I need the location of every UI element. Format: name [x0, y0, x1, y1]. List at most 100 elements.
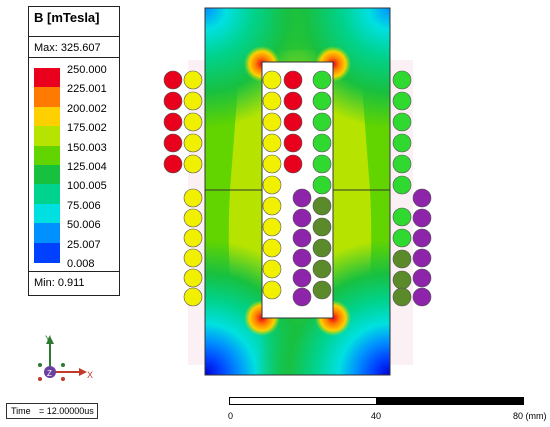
conductor-circle — [412, 208, 432, 228]
conductor-circle — [163, 112, 183, 132]
legend-level: 150.003 — [67, 141, 107, 154]
legend-level: 200.002 — [67, 102, 107, 115]
conductor-circle — [312, 112, 332, 132]
conductor-circle — [283, 70, 303, 90]
z-axis-label: Z — [47, 369, 52, 378]
conductor-array — [163, 70, 432, 307]
conductor-circle — [183, 287, 203, 307]
conductor-circle — [262, 259, 282, 279]
legend-swatch — [34, 126, 60, 147]
legend-swatch — [34, 87, 60, 108]
conductor-circle — [412, 268, 432, 288]
conductor-circle — [292, 228, 312, 248]
legend-level: 250.000 — [67, 64, 107, 76]
legend-level: 125.004 — [67, 161, 107, 173]
scale-label-0: 0 — [228, 411, 234, 421]
conductor-circle — [412, 228, 432, 248]
conductor-circle — [262, 91, 282, 111]
conductor-circle — [312, 259, 332, 279]
conductor-circle — [392, 287, 412, 307]
legend-swatch — [34, 106, 60, 127]
legend-swatch — [34, 203, 60, 224]
conductor-circle — [392, 207, 412, 227]
conductor-circle — [392, 249, 412, 269]
conductor-circle — [163, 154, 183, 174]
conductor-circle — [262, 196, 282, 216]
conductor-circle — [183, 228, 203, 248]
time-display: Time = 12.00000us — [6, 403, 98, 419]
conductor-circle — [312, 70, 332, 90]
scale-label-80: 80 (mm) — [513, 411, 547, 421]
conductor-circle — [183, 154, 203, 174]
legend-level: 100.005 — [67, 180, 107, 193]
scale-label-40: 40 — [371, 411, 382, 421]
legend-max: Max: 325.607 — [34, 42, 101, 54]
x-axis-label: X — [87, 370, 93, 380]
y-axis-label: Y — [45, 334, 51, 344]
conductor-circle — [412, 287, 432, 307]
legend-swatch — [34, 68, 60, 88]
conductor-circle — [183, 112, 203, 132]
conductor-circle — [183, 248, 203, 268]
conductor-circle — [262, 112, 282, 132]
time-label: Time — [11, 406, 31, 416]
conductor-circle — [312, 196, 332, 216]
legend-divider — [29, 36, 119, 37]
legend-swatch — [34, 184, 60, 205]
conductor-circle — [183, 91, 203, 111]
conductor-circle — [292, 188, 312, 208]
conductor-circle — [292, 208, 312, 228]
conductor-circle — [412, 188, 432, 208]
conductor-circle — [392, 154, 412, 174]
conductor-circle — [312, 91, 332, 111]
conductor-circle — [312, 175, 332, 195]
triad-dot-icon — [38, 363, 42, 367]
legend-level: 50.006 — [67, 219, 101, 232]
conductor-circle — [292, 248, 312, 268]
conductor-circle — [262, 70, 282, 90]
conductor-circle — [412, 248, 432, 268]
legend-level: 25.007 — [67, 238, 101, 251]
conductor-circle — [292, 268, 312, 288]
scale-segment-white — [229, 397, 377, 405]
x-arrowhead-icon — [79, 368, 87, 376]
conductor-circle — [183, 188, 203, 208]
legend-level: 0.008 — [67, 258, 95, 270]
conductor-circle — [183, 208, 203, 228]
legend-divider — [29, 57, 119, 58]
conductor-circle — [312, 133, 332, 153]
conductor-circle — [262, 133, 282, 153]
legend-swatch — [34, 242, 60, 263]
conductor-circle — [262, 154, 282, 174]
color-legend: B [mTesla] Max: 325.607 250.000 225.001 20… — [28, 6, 120, 296]
core-outline — [204, 7, 391, 376]
conductor-circle — [163, 91, 183, 111]
conductor-circle — [292, 287, 312, 307]
conductor-circle — [262, 217, 282, 237]
conductor-circle — [392, 112, 412, 132]
conductor-circle — [392, 270, 412, 290]
triad-dot-icon — [61, 363, 65, 367]
triad-dot-icon — [61, 377, 65, 381]
triad-dot-icon — [38, 377, 42, 381]
conductor-circle — [392, 228, 412, 248]
conductor-circle — [392, 91, 412, 111]
legend-divider — [29, 271, 119, 272]
field-plot[interactable] — [0, 0, 550, 400]
conductor-circle — [183, 133, 203, 153]
legend-min: Min: 0.911 — [34, 277, 85, 289]
conductor-circle — [262, 280, 282, 300]
legend-level: 225.001 — [67, 83, 107, 96]
conductor-circle — [312, 280, 332, 300]
conductor-circle — [283, 91, 303, 111]
conductor-circle — [283, 112, 303, 132]
conductor-circle — [312, 154, 332, 174]
legend-title: B [mTesla] — [34, 10, 100, 25]
legend-level: 75.006 — [67, 199, 101, 212]
conductor-circle — [283, 133, 303, 153]
coordinate-triad: Y Z X — [38, 334, 93, 381]
conductor-circle — [262, 175, 282, 195]
legend-swatch — [34, 165, 60, 185]
conductor-circle — [283, 154, 303, 174]
conductor-circle — [312, 217, 332, 237]
